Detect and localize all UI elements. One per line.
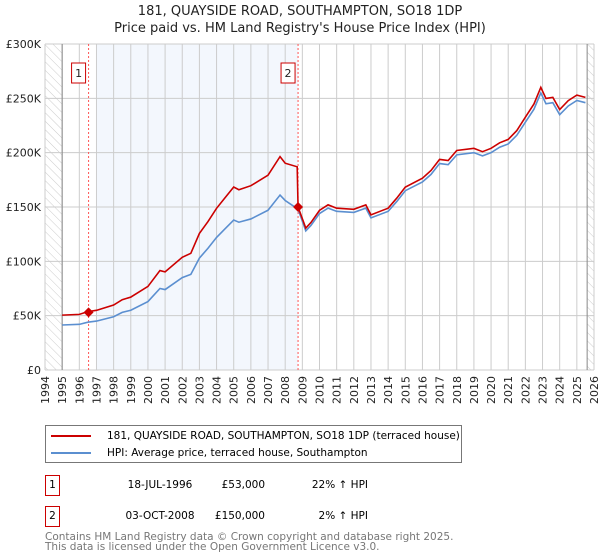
sale-date: 18-JUL-1996 xyxy=(127,479,193,491)
x-tick-label: 2007 xyxy=(262,376,275,404)
sale-point xyxy=(83,307,94,318)
x-tick-label: 1995 xyxy=(56,376,69,404)
sale-number: 2 xyxy=(45,506,60,527)
sale-hpi-diff: 22% ↑ HPI xyxy=(311,479,368,491)
chart-subtitle: Price paid vs. HM Land Registry's House … xyxy=(114,21,486,36)
sale-label: 1 xyxy=(75,67,82,80)
x-tick-label: 2014 xyxy=(382,376,395,404)
sale-number: 1 xyxy=(45,475,60,496)
x-tick-label: 2017 xyxy=(434,376,447,404)
legend-swatch-blue xyxy=(51,452,91,454)
sale-price: £53,000 xyxy=(221,479,265,491)
x-tick-label: 2008 xyxy=(279,376,292,404)
x-tick-label: 2001 xyxy=(159,376,172,404)
y-tick-label: £50K xyxy=(13,310,42,323)
series-line-property xyxy=(62,85,586,316)
x-tick-label: 2016 xyxy=(416,376,429,404)
x-tick-label: 2015 xyxy=(399,376,412,404)
legend-swatch-red xyxy=(51,435,91,437)
sale-row-1: 1 18-JUL-1996 £53,000 22% ↑ HPI xyxy=(45,475,445,497)
sale-point xyxy=(293,202,304,212)
plot-area: 1994 1995 1996 1997 1998 1999 2000 2001 2002 2003… xyxy=(6,38,600,404)
legend: 181, QUAYSIDE ROAD, SOUTHAMPTON, SO18 1D… xyxy=(45,425,462,463)
sale-label-box xyxy=(280,62,296,84)
x-tick-label: 2010 xyxy=(314,376,327,404)
legend-label: 181, QUAYSIDE ROAD, SOUTHAMPTON, SO18 1D… xyxy=(107,430,460,442)
x-tick-label: 2004 xyxy=(211,376,224,404)
x-tick-label: 2012 xyxy=(348,376,361,404)
y-tick-label: £300K xyxy=(6,38,42,51)
legend-label: HPI: Average price, terraced house, Sout… xyxy=(107,447,368,459)
x-tick-label: 2002 xyxy=(176,376,189,404)
sale-price: £150,000 xyxy=(214,510,265,522)
x-tick-label: 2018 xyxy=(451,376,464,404)
x-tick-label: 2009 xyxy=(296,376,309,404)
sale-date: 03-OCT-2008 xyxy=(125,510,195,522)
footer-copyright: Contains HM Land Registry data © Crown c… xyxy=(45,531,454,543)
x-tick-label: 2006 xyxy=(245,376,258,404)
legend-item-property: 181, QUAYSIDE ROAD, SOUTHAMPTON, SO18 1D… xyxy=(46,428,460,444)
chart-title: 181, QUAYSIDE ROAD, SOUTHAMPTON, SO18 1D… xyxy=(137,4,463,19)
series-line-hpi xyxy=(62,90,586,326)
x-tick-label: 2000 xyxy=(142,376,155,404)
y-tick-label: £0 xyxy=(27,364,41,377)
x-tick-label: 1998 xyxy=(108,376,121,404)
y-tick-label: £100K xyxy=(6,255,42,268)
x-tick-label: 2022 xyxy=(519,376,532,404)
x-tick-label: 2024 xyxy=(554,376,567,404)
x-tick-label: 1994 xyxy=(39,376,52,404)
footer-licence: This data is licensed under the Open Gov… xyxy=(45,541,380,553)
x-tick-label: 2019 xyxy=(468,376,481,404)
x-tick-label: 2005 xyxy=(228,376,241,404)
sale-label: 2 xyxy=(285,67,292,80)
x-tick-label: 2011 xyxy=(331,376,344,404)
x-tick-label: 2020 xyxy=(485,376,498,404)
legend-item-hpi: HPI: Average price, terraced house, Sout… xyxy=(46,445,368,461)
y-tick-label: £150K xyxy=(6,201,42,214)
x-tick-label: 1997 xyxy=(90,376,103,404)
x-tick-label: 2025 xyxy=(571,376,584,404)
x-tick-label: 2026 xyxy=(588,376,600,404)
y-tick-label: £250K xyxy=(6,92,42,105)
y-tick-label: £200K xyxy=(6,147,42,160)
x-tick-label: 2003 xyxy=(193,376,206,404)
sale-label-box xyxy=(71,62,87,84)
x-tick-label: 2013 xyxy=(365,376,378,404)
x-tick-label: 2023 xyxy=(537,376,550,404)
x-tick-label: 1996 xyxy=(73,376,86,404)
sale-hpi-diff: 2% ↑ HPI xyxy=(318,510,368,522)
x-tick-label: 2021 xyxy=(502,376,515,404)
sale-row-2: 2 03-OCT-2008 £150,000 2% ↑ HPI xyxy=(45,506,445,528)
x-tick-label: 1999 xyxy=(125,376,138,404)
